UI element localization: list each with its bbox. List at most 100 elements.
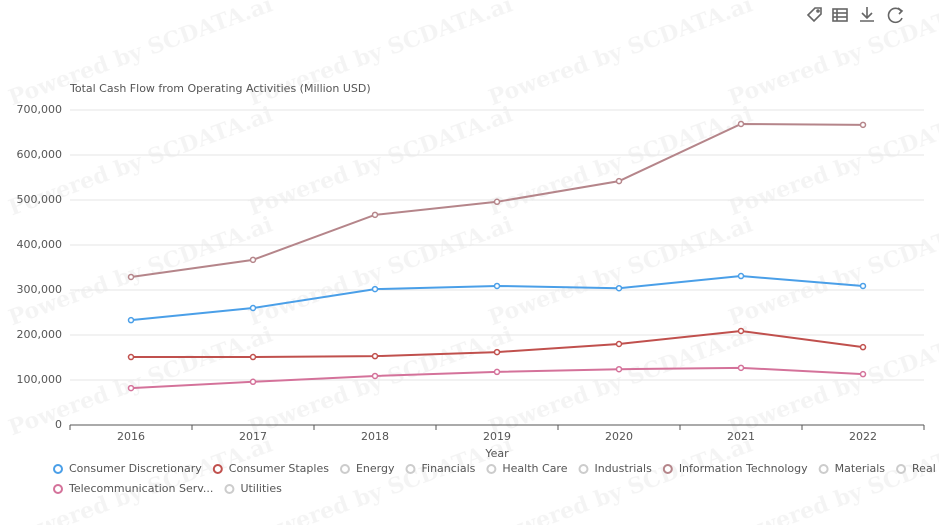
legend-item[interactable]: Energy [339, 462, 395, 475]
data-point [371, 352, 379, 360]
legend-item[interactable]: Information Technology [662, 462, 808, 475]
toolbar [806, 7, 904, 24]
download-icon[interactable] [860, 7, 874, 22]
legend-icon [486, 464, 497, 474]
x-tick-label: 2018 [361, 430, 389, 443]
data-point [127, 316, 135, 324]
legend-icon [339, 464, 350, 474]
legend-label: Utilities [240, 482, 282, 495]
data-point [249, 256, 257, 264]
data-point [371, 211, 379, 219]
data-point [371, 372, 379, 380]
data-point [127, 353, 135, 361]
data-point [859, 121, 867, 129]
legend-icon [818, 464, 829, 474]
legend-item[interactable]: Consumer Discretionary [53, 462, 202, 475]
x-tick-label: 2020 [605, 430, 633, 443]
legend-label: Financials [421, 462, 475, 475]
data-point [737, 364, 745, 372]
data-point [615, 177, 623, 185]
legend-label: Consumer Discretionary [69, 462, 202, 475]
data-point [493, 198, 501, 206]
watermark: Powered by SCDATA.ai [5, 211, 276, 331]
legend-icon [578, 464, 589, 474]
legend-icon [662, 464, 673, 474]
watermark: Powered by SCDATA.ai [245, 431, 516, 525]
data-point [127, 273, 135, 281]
data-point [249, 304, 257, 312]
data-point [615, 365, 623, 373]
y-tick-label: 300,000 [17, 283, 63, 296]
watermark: Powered by SCDATA.ai [725, 321, 939, 441]
data-point [615, 340, 623, 348]
watermark: Powered by SCDATA.ai [485, 0, 756, 111]
data-point [737, 120, 745, 128]
x-tick-label: 2021 [727, 430, 755, 443]
data-point [249, 353, 257, 361]
watermark: Powered by SCDATA.ai [245, 211, 516, 331]
legend-item[interactable]: Real Estate [896, 462, 939, 475]
data-point [737, 327, 745, 335]
legend-icon [224, 484, 235, 494]
legend-label: Consumer Staples [229, 462, 329, 475]
legend-icon [896, 464, 907, 474]
legend-item[interactable]: Utilities [224, 482, 282, 495]
watermark: Powered by SCDATA.ai [725, 211, 939, 331]
watermark: Powered by SCDATA.ai [485, 431, 756, 525]
y-tick-label: 600,000 [17, 148, 63, 161]
legend-label: Real Estate [912, 462, 939, 475]
watermark: Powered by SCDATA.ai [485, 321, 756, 441]
data-point [859, 343, 867, 351]
legend-item[interactable]: Materials [818, 462, 886, 475]
data-point [859, 282, 867, 290]
tag-icon[interactable] [806, 7, 822, 23]
data-point [859, 370, 867, 378]
watermark: Powered by SCDATA.ai [485, 211, 756, 331]
x-tick-label: 2022 [849, 430, 877, 443]
legend-icon [53, 484, 63, 494]
legend-item[interactable]: Consumer Staples [212, 462, 329, 475]
legend-item[interactable]: Telecommunication Serv... [53, 482, 213, 495]
data-point [127, 384, 135, 392]
data-point [249, 378, 257, 386]
data-point [737, 272, 745, 280]
x-tick-label: 2016 [117, 430, 145, 443]
legend-item[interactable]: Financials [405, 462, 476, 475]
legend-item[interactable]: Health Care [486, 462, 568, 475]
refresh-icon[interactable] [887, 7, 904, 24]
watermark: Powered by SCDATA.ai [725, 101, 939, 221]
legend-icon [53, 464, 63, 474]
data-point [615, 284, 623, 292]
data-view-icon[interactable] [832, 8, 848, 22]
y-tick-label: 700,000 [17, 103, 63, 116]
data-point [371, 285, 379, 293]
data-point [493, 282, 501, 290]
x-tick-label: 2019 [483, 430, 511, 443]
watermark: Powered by SCDATA.ai [245, 321, 516, 441]
legend-label: Health Care [502, 462, 567, 475]
y-tick-label: 200,000 [17, 328, 63, 341]
x-tick-label: 2017 [239, 430, 267, 443]
y-tick-label: 0 [55, 418, 62, 431]
data-point [493, 348, 501, 356]
legend-label: Information Technology [679, 462, 808, 475]
data-point [493, 368, 501, 376]
legend-label: Industrials [594, 462, 652, 475]
y-axis-title: Total Cash Flow from Operating Activitie… [69, 82, 371, 95]
watermark: Powered by SCDATA.ai [5, 431, 276, 525]
y-tick-label: 500,000 [17, 193, 63, 206]
watermark: Powered by SCDATA.ai [485, 101, 756, 221]
watermark: Powered by SCDATA.ai [725, 431, 939, 525]
legend-label: Telecommunication Serv... [68, 482, 213, 495]
legend-icon [405, 464, 416, 474]
legend-item[interactable]: Industrials [578, 462, 652, 475]
x-axis-label: Year [484, 447, 509, 460]
legend-label: Energy [356, 462, 395, 475]
y-tick-label: 100,000 [17, 373, 63, 386]
y-tick-label: 400,000 [17, 238, 63, 251]
legend-icon [212, 464, 223, 474]
legend-label: Materials [835, 462, 886, 475]
watermark: Powered by SCDATA.ai [725, 0, 939, 111]
